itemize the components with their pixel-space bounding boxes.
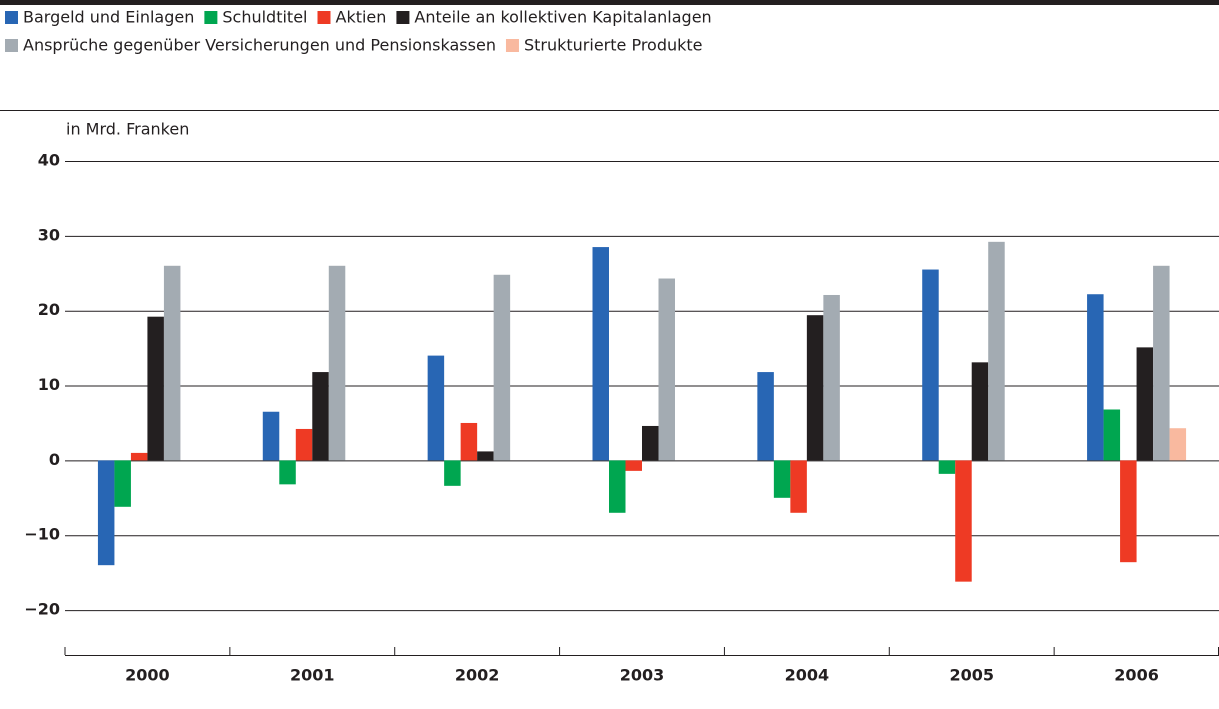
y-tick-label: −20 xyxy=(24,600,60,619)
x-tick-label: 2000 xyxy=(125,666,170,685)
bar xyxy=(444,460,461,486)
legend-label: Aktien xyxy=(336,8,387,27)
bar xyxy=(642,425,659,461)
bar xyxy=(1136,347,1154,461)
x-tick-label: 2002 xyxy=(455,666,500,685)
y-tick-label: 10 xyxy=(38,375,60,394)
bar xyxy=(1169,428,1187,461)
bar xyxy=(97,460,115,566)
top-bar xyxy=(0,0,1219,5)
bar xyxy=(922,269,939,461)
x-tick-label: 2003 xyxy=(620,666,665,685)
bar xyxy=(609,460,626,513)
bar xyxy=(1087,294,1104,461)
y-tick-label: 0 xyxy=(49,450,60,469)
legend-label: Anteile an kollektiven Kapitalanlagen xyxy=(414,8,711,27)
bar xyxy=(493,274,511,461)
bar xyxy=(625,460,642,471)
bar xyxy=(1103,409,1121,461)
y-axis-label: in Mrd. Franken xyxy=(66,120,189,139)
legend-swatch xyxy=(204,11,218,24)
bar xyxy=(163,265,181,461)
x-tick-label: 2001 xyxy=(290,666,335,685)
bar xyxy=(790,460,807,513)
y-tick-label: 30 xyxy=(38,225,60,244)
bar xyxy=(460,422,478,461)
legend-label: Schuldtitel xyxy=(222,8,307,27)
bar xyxy=(130,452,148,461)
bar xyxy=(823,294,840,461)
bar xyxy=(147,316,164,461)
x-tick-label: 2004 xyxy=(785,666,830,685)
bar xyxy=(658,278,675,461)
y-tick-label: 20 xyxy=(38,300,60,319)
x-tick-label: 2006 xyxy=(1114,666,1159,685)
bar xyxy=(262,411,280,461)
legend-label: Strukturierte Produkte xyxy=(524,36,703,55)
bar xyxy=(477,451,494,461)
legend-swatch xyxy=(5,39,18,52)
legend-swatch xyxy=(5,11,18,24)
bar xyxy=(955,460,972,582)
bar xyxy=(279,460,296,485)
bar xyxy=(1153,265,1170,461)
bar xyxy=(114,460,131,507)
bar xyxy=(328,265,346,461)
bar xyxy=(938,460,956,474)
bar xyxy=(295,428,313,461)
bar xyxy=(1120,460,1137,563)
x-tick-label: 2005 xyxy=(949,666,994,685)
legend-swatch xyxy=(317,11,331,24)
bar xyxy=(427,355,445,461)
legend-label: Bargeld und Einlagen xyxy=(23,8,194,27)
y-tick-label: −10 xyxy=(24,525,60,544)
y-tick-label: 40 xyxy=(38,151,60,170)
bar xyxy=(773,460,791,498)
bar xyxy=(312,372,329,461)
bar xyxy=(806,315,824,461)
bar xyxy=(988,241,1005,461)
legend-swatch xyxy=(505,39,519,52)
legend-label: Ansprüche gegenüber Versicherungen und P… xyxy=(23,36,496,55)
legend-swatch xyxy=(396,11,410,24)
bar xyxy=(592,247,609,461)
bar xyxy=(757,372,774,461)
bar xyxy=(971,362,989,461)
